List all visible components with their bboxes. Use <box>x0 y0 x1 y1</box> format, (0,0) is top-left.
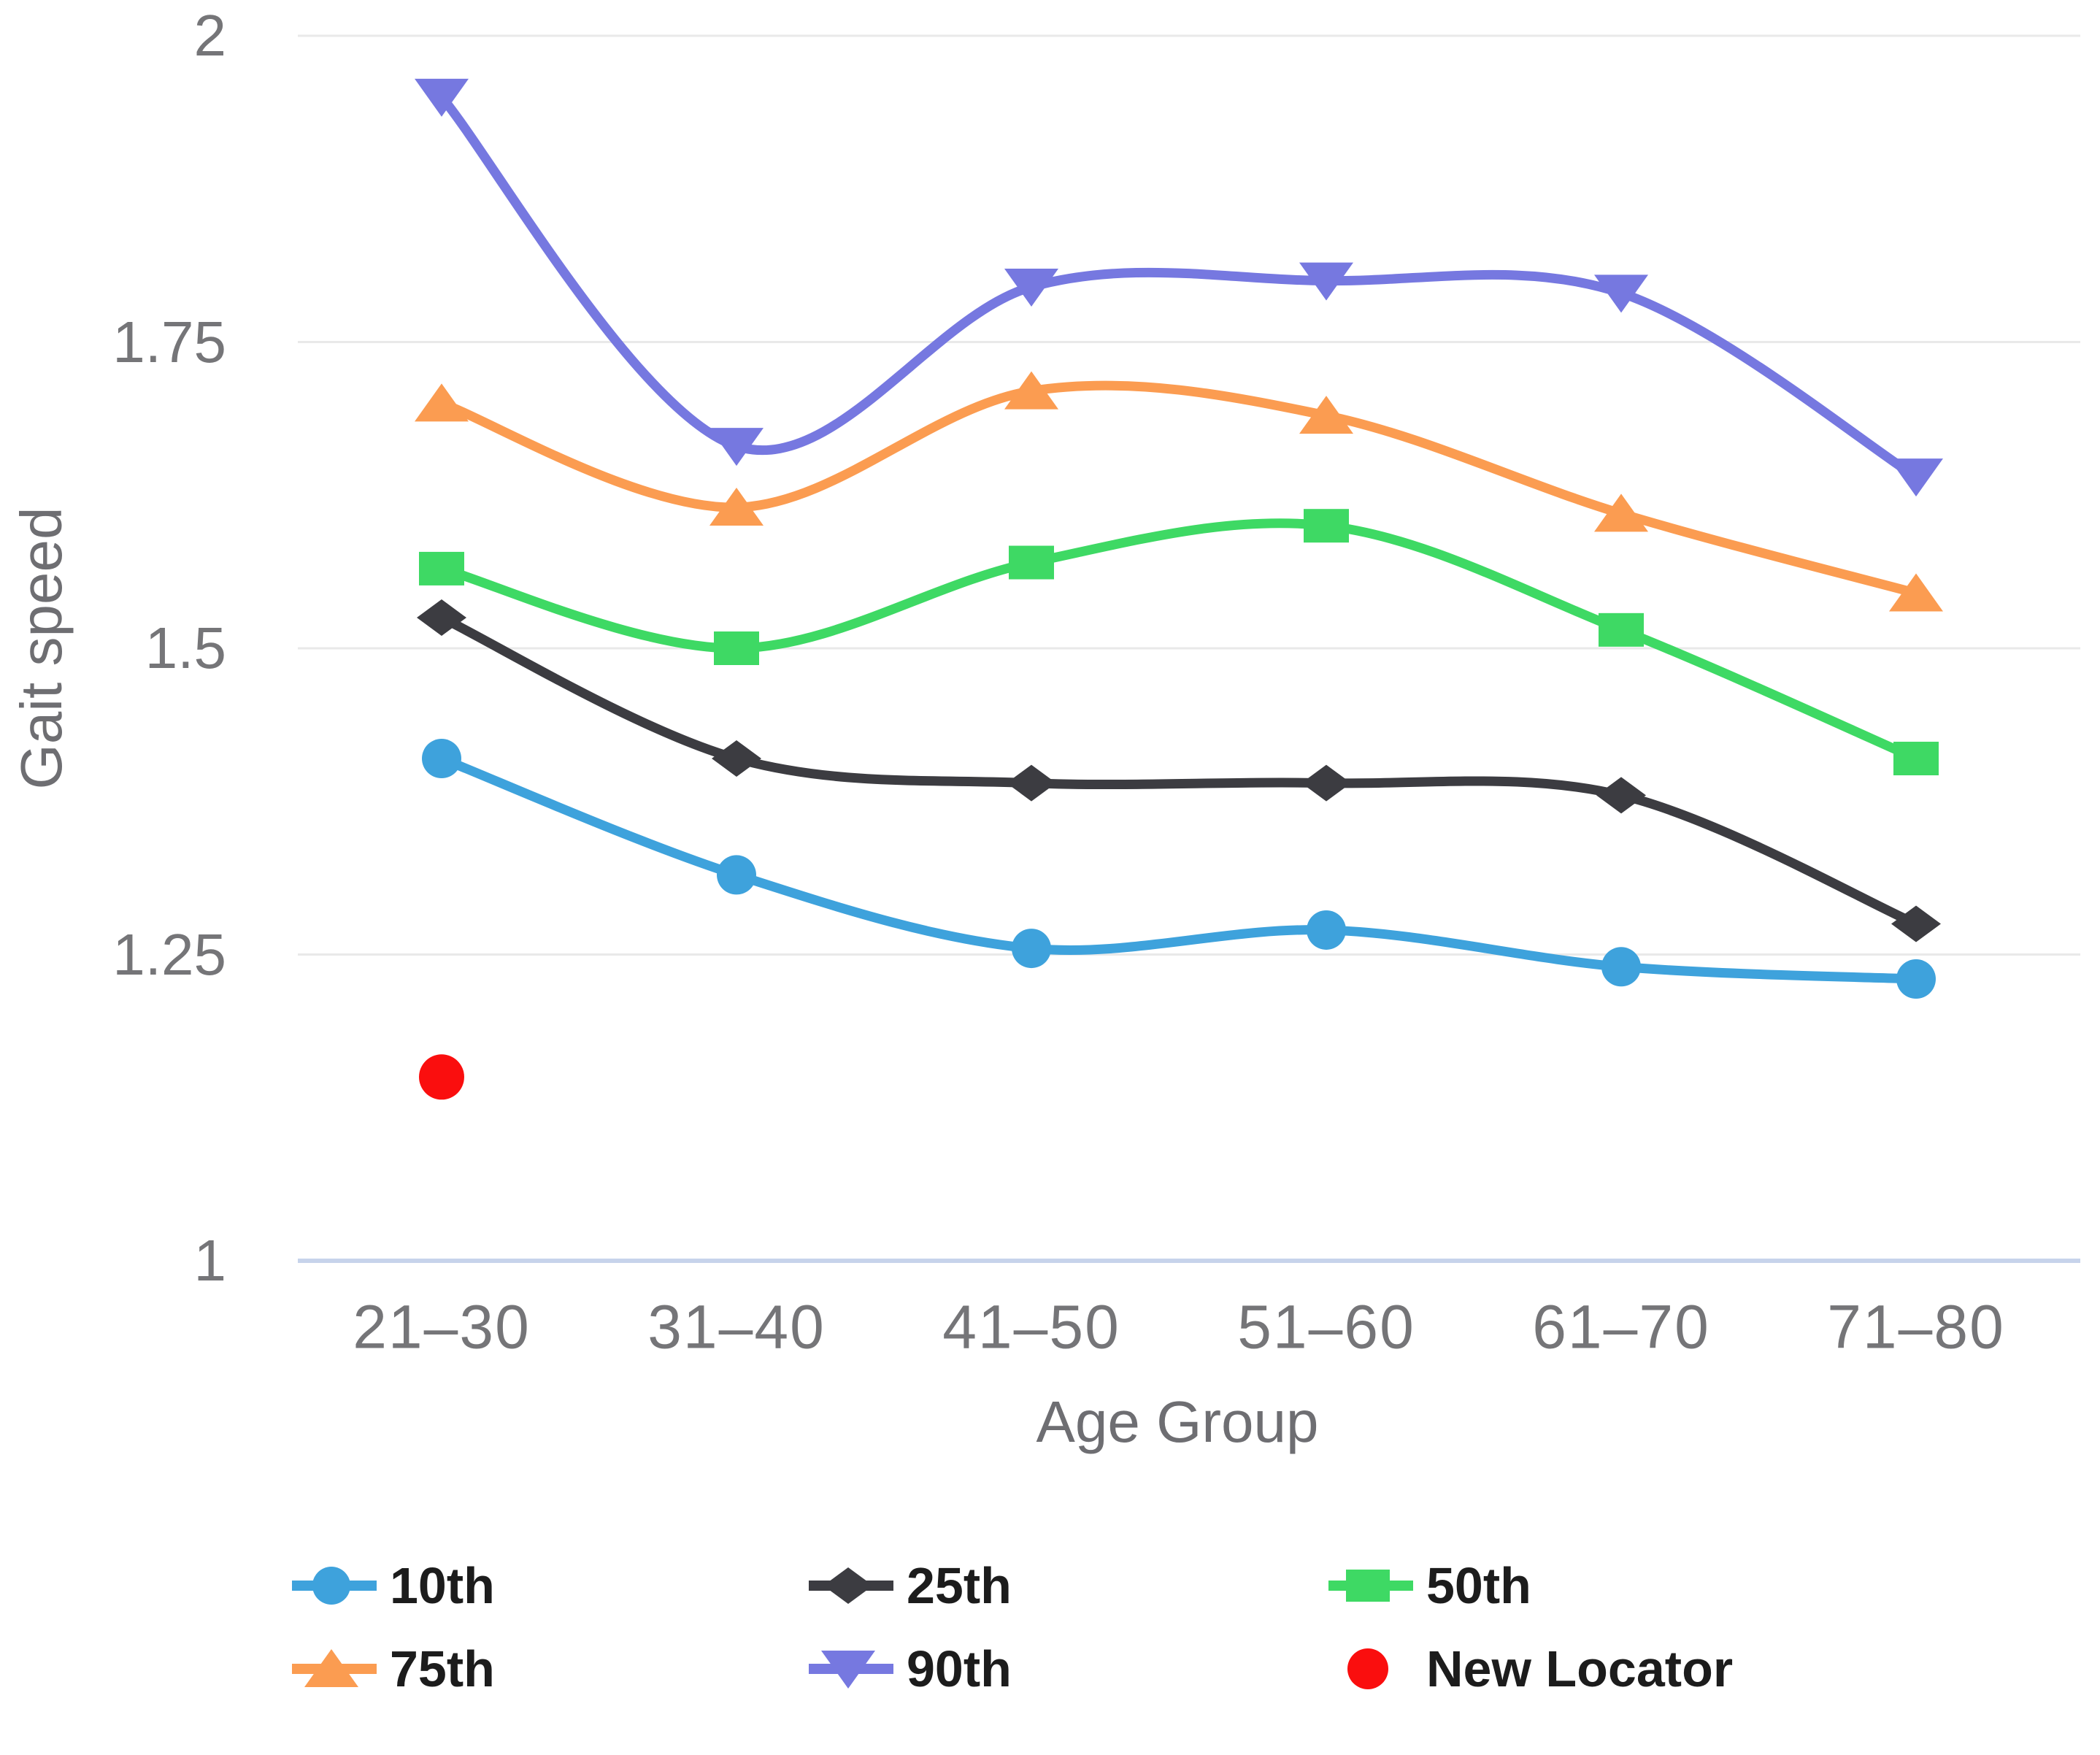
x-axis-title: Age Group <box>1036 1389 1319 1454</box>
legend-label-25th: 25th <box>907 1557 1012 1614</box>
new-locator-point <box>419 1054 464 1100</box>
series-marker-25th-61–70 <box>1596 777 1646 814</box>
x-tick-label-31-40: 31–40 <box>647 1292 826 1362</box>
series-line-25th <box>436 612 1921 929</box>
series-marker-25th-31–40 <box>712 740 761 777</box>
series-marker-50th-51–60 <box>1304 509 1349 543</box>
square-marker-icon <box>1328 1570 1413 1602</box>
y-tick-label-1-25: 1.25 <box>112 922 226 987</box>
x-tick-label-41-50: 41–50 <box>942 1292 1120 1362</box>
series-marker-90th-21–30 <box>415 78 469 117</box>
legend-item-50th[interactable]: 50th <box>1327 1556 1531 1615</box>
y-tick-label-1-5: 1.5 <box>145 615 226 680</box>
y-tick-label-2: 2 <box>193 3 227 68</box>
x-tick-label-21-30: 21–30 <box>353 1292 531 1362</box>
series-marker-90th-51–60 <box>1299 262 1353 301</box>
legend-label-new-locator: New Locator <box>1426 1640 1734 1697</box>
x-tick-label-61-70: 61–70 <box>1532 1292 1710 1362</box>
legend-label-90th: 90th <box>907 1640 1012 1697</box>
series-marker-50th-41–50 <box>1009 545 1054 580</box>
series-line-50th <box>436 518 1921 764</box>
series-line-10th <box>436 753 1921 984</box>
series-line-90th <box>436 92 1921 482</box>
series-marker-75th-71–80 <box>1889 573 1943 612</box>
series-marker-75th-31–40 <box>709 488 764 526</box>
legend-label-50th: 50th <box>1426 1557 1531 1614</box>
y-tick-label-1: 1 <box>193 1228 227 1293</box>
diamond-marker-icon <box>809 1567 893 1604</box>
y-tick-label-1-75: 1.75 <box>112 310 226 375</box>
series-marker-25th-71–80 <box>1891 905 1941 942</box>
series-marker-25th-41–50 <box>1007 764 1056 802</box>
series-marker-50th-31–40 <box>714 631 759 665</box>
series-line-75th <box>436 380 1921 598</box>
circle-marker-icon <box>292 1567 377 1605</box>
legend-item-90th[interactable]: 90th <box>807 1640 1012 1698</box>
series-marker-10th-31–40 <box>717 855 756 895</box>
legend-item-75th[interactable]: 75th <box>291 1640 495 1698</box>
series-marker-75th-21–30 <box>415 383 469 422</box>
series-marker-25th-51–60 <box>1301 764 1351 802</box>
y-axis-title: Gait speed <box>9 507 74 790</box>
series-marker-90th-41–50 <box>1004 268 1058 307</box>
x-tick-label-51-60: 51–60 <box>1237 1292 1415 1362</box>
triangle-down-marker-icon <box>809 1651 893 1689</box>
series-marker-75th-51–60 <box>1299 396 1353 434</box>
series-marker-25th-21–30 <box>417 599 466 637</box>
legend-item-25th[interactable]: 25th <box>807 1556 1012 1615</box>
legend-label-75th: 75th <box>390 1640 495 1697</box>
series-marker-50th-61–70 <box>1599 612 1644 647</box>
legend-item-10th[interactable]: 10th <box>291 1556 495 1615</box>
series-marker-10th-51–60 <box>1307 910 1346 950</box>
series-marker-90th-31–40 <box>709 428 764 466</box>
series-marker-75th-61–70 <box>1594 494 1648 532</box>
series-marker-10th-61–70 <box>1601 947 1641 987</box>
legend-label-10th: 10th <box>390 1557 495 1614</box>
series-marker-90th-61–70 <box>1594 274 1648 313</box>
series-marker-75th-41–50 <box>1004 371 1058 410</box>
series-marker-50th-71–80 <box>1893 742 1939 776</box>
series-marker-10th-71–80 <box>1896 959 1936 999</box>
x-tick-label-71-80: 71–80 <box>1827 1292 2005 1362</box>
series-marker-50th-21–30 <box>419 551 464 585</box>
dot-marker-icon <box>1347 1648 1388 1689</box>
series-marker-90th-71–80 <box>1889 458 1943 497</box>
triangle-up-marker-icon <box>292 1649 377 1687</box>
series-marker-10th-21–30 <box>422 739 461 779</box>
series-marker-10th-41–50 <box>1012 929 1051 969</box>
legend-item-new-locator[interactable]: New Locator <box>1327 1640 1733 1698</box>
